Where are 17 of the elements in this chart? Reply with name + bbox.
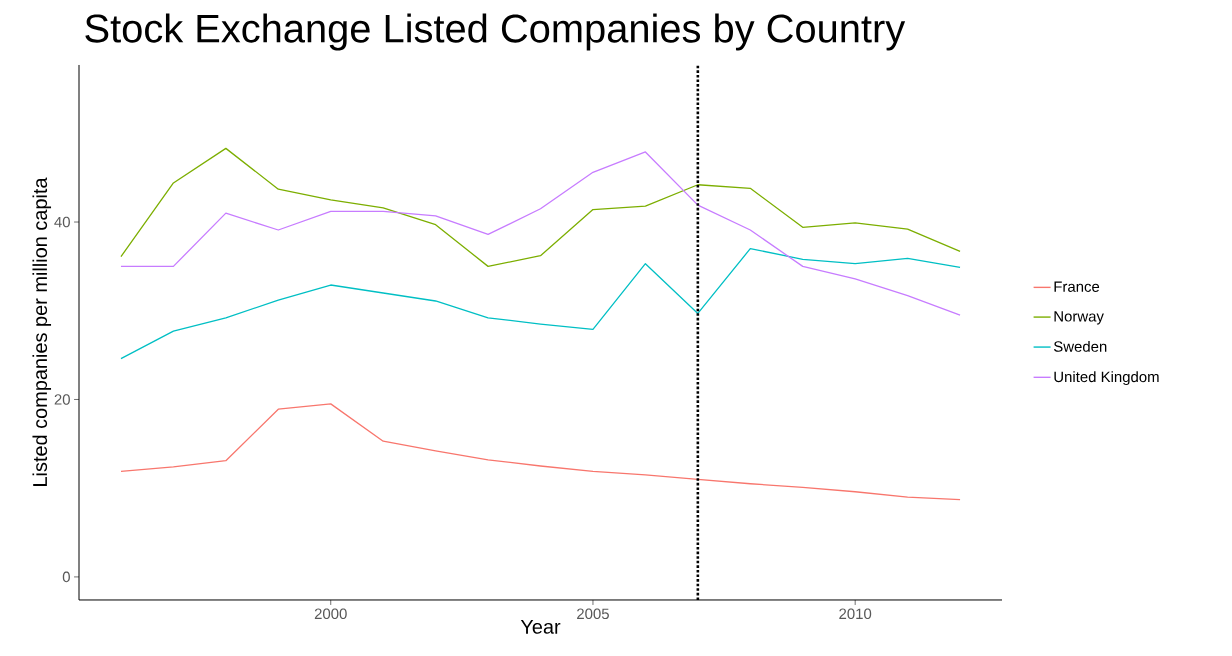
line-series [120, 247, 961, 360]
y-tick-label: 0 [62, 571, 70, 583]
x-tick-label: 2010 [839, 608, 872, 620]
legend-label: France [1054, 281, 1100, 292]
line-series [120, 147, 961, 268]
x-tick-label: 2000 [314, 608, 347, 620]
x-tick-label: 2005 [577, 608, 609, 620]
legend-label: Norway [1054, 311, 1104, 325]
x-axis-title: Year [520, 619, 561, 634]
legend-label: United Kingdom [1054, 371, 1159, 386]
chart-title: Stock Exchange Listed Companies by Country [85, 13, 906, 51]
y-axis-title: Listed companies per million capita [32, 177, 52, 486]
y-tick-label: 20 [54, 394, 70, 405]
y-tick-label: 40 [54, 216, 70, 228]
line-series [120, 151, 961, 316]
line-series [120, 403, 961, 501]
legend-label: Sweden [1053, 340, 1107, 352]
